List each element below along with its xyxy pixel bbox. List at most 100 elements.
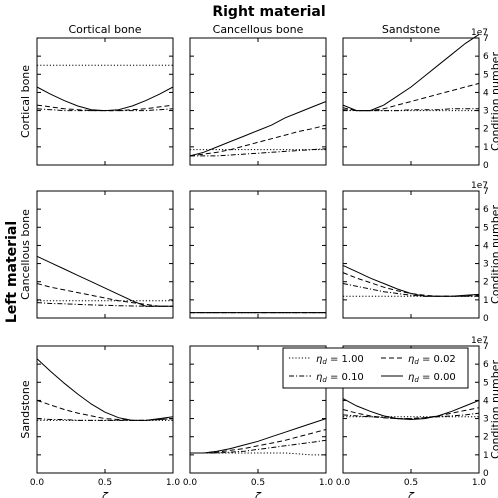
x-tick-label: 0.0 — [30, 478, 45, 488]
series-line-eta-0_00 — [189, 101, 327, 157]
x-tick-label: 0.5 — [251, 478, 265, 488]
series-line-eta-0_00 — [36, 86, 174, 112]
y-tick-label: 6 — [483, 360, 489, 370]
series-line-eta-0_00 — [190, 418, 327, 454]
legend-entry: ηd = 0.00 — [408, 372, 456, 384]
panel-frame — [189, 37, 327, 166]
legend-value: = 1.00 — [327, 354, 364, 365]
y-tick-label: 5 — [483, 223, 489, 233]
legend-subscript: d — [414, 358, 419, 366]
y-axis-label: Condition number — [489, 205, 498, 304]
panel-grid: Cortical bone Cortical bone Cancellous bon… — [19, 23, 498, 498]
y-tick-label: 2 — [483, 278, 489, 288]
series-line-eta-0_00 — [36, 255, 173, 307]
panel: 0.0 0.5 1.0 ζ — [183, 345, 334, 498]
legend-subscript: d — [322, 376, 327, 384]
y-tick-label: 1 — [483, 143, 489, 153]
panel-frame — [342, 37, 480, 166]
x-axis-label: ζ — [407, 490, 415, 498]
y-offset-label: 1e7 — [471, 336, 488, 346]
x-tick-label: 1.0 — [319, 478, 334, 488]
y-tick-label: 7 — [483, 342, 489, 352]
legend-entry: ηd = 0.10 — [316, 372, 364, 384]
y-tick-label: 1 — [483, 296, 489, 306]
panel-frame — [36, 345, 174, 474]
column-title: Sandstone — [382, 23, 440, 36]
x-tick-label: 1.0 — [472, 478, 487, 488]
legend-symbol: η — [316, 354, 322, 365]
legend-subscript: d — [414, 376, 419, 384]
y-tick-label: 0 — [483, 469, 489, 479]
legend-symbol: η — [408, 354, 414, 365]
panel-frame — [342, 190, 480, 319]
series-line-eta-0_02 — [36, 283, 173, 307]
row-title: Cancellous bone — [19, 209, 32, 300]
panel-frame — [189, 190, 327, 319]
x-tick-label: 0.5 — [98, 478, 112, 488]
legend-value: = 0.02 — [419, 354, 456, 365]
y-tick-label: 4 — [483, 396, 489, 406]
panel-frame — [36, 37, 174, 166]
x-tick-label: 0.0 — [183, 478, 198, 488]
panel: Cancellous bone — [19, 190, 174, 319]
legend-symbol: η — [408, 372, 414, 383]
y-tick-label: 2 — [483, 433, 489, 443]
panel — [189, 190, 327, 319]
y-tick-label: 4 — [483, 88, 489, 98]
legend-value: = 0.10 — [327, 372, 364, 383]
y-tick-label: 6 — [483, 52, 489, 62]
series-line-eta-0_10 — [36, 302, 173, 307]
series-line-eta-0_00 — [342, 398, 480, 421]
legend-symbol: η — [316, 372, 322, 383]
y-tick-label: 5 — [483, 378, 489, 388]
x-tick-label: 0.5 — [404, 478, 418, 488]
y-tick-label: 3 — [483, 260, 489, 270]
series-line-eta-0_02 — [36, 399, 174, 421]
series-line-eta-0_10 — [190, 439, 327, 454]
y-tick-label: 7 — [483, 34, 489, 44]
series-line-eta-0_10 — [36, 108, 174, 112]
y-tick-label: 7 — [483, 187, 489, 197]
legend-entry: ηd = 0.02 — [408, 354, 456, 366]
series-line-eta-0_02 — [190, 429, 327, 454]
series-line-eta-0_10 — [190, 148, 327, 157]
x-tick-label: 0.0 — [336, 478, 351, 488]
panel: Cancellous bone — [189, 23, 327, 166]
x-axis-label: ζ — [254, 490, 262, 498]
y-offset-label: 1e7 — [471, 28, 488, 38]
series-line-eta-0_00 — [36, 358, 174, 421]
panel: Cortical bone Cortical bone — [19, 23, 174, 166]
series-line-eta-0_02 — [342, 82, 480, 112]
y-tick-label: 6 — [483, 205, 489, 215]
panel: 0.0 0.5 1.0 ζ Sandstone — [19, 345, 181, 498]
series-line-eta-0_02 — [342, 272, 480, 297]
legend-subscript: d — [322, 358, 327, 366]
y-tick-label: 4 — [483, 241, 489, 251]
y-tick-label: 0 — [483, 161, 489, 171]
figure-title: Right material — [212, 4, 325, 20]
legend-entry: ηd = 1.00 — [316, 354, 364, 366]
series-line-eta-0_10 — [342, 283, 479, 297]
y-tick-label: 5 — [483, 70, 489, 80]
y-offset-label: 1e7 — [471, 181, 488, 191]
row-title: Sandstone — [19, 380, 32, 438]
series-line-eta-0_02 — [189, 124, 327, 157]
row-title: Cortical bone — [19, 65, 32, 138]
x-axis-label: ζ — [101, 490, 109, 498]
x-tick-label: 1.0 — [166, 478, 181, 488]
y-tick-label: 2 — [483, 125, 489, 135]
y-tick-label: 3 — [483, 415, 489, 425]
series-line-eta-0_00 — [342, 264, 480, 297]
legend-value: = 0.00 — [419, 372, 456, 383]
y-tick-label: 1 — [483, 451, 489, 461]
y-tick-label: 3 — [483, 107, 489, 117]
row-group-label: Left material — [4, 221, 20, 323]
y-tick-label: 0 — [483, 314, 489, 324]
y-axis-label: Condition number — [489, 360, 498, 459]
column-title: Cortical bone — [68, 23, 141, 36]
